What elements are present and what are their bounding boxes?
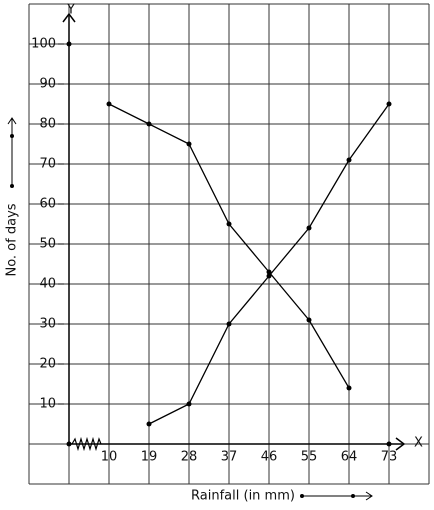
x-tick-label: 46	[261, 450, 278, 465]
y-tick-label: 60	[39, 197, 56, 212]
x-tick-label: 10	[101, 450, 118, 465]
data-point	[226, 221, 232, 227]
data-point	[346, 385, 352, 391]
data-point	[306, 225, 312, 231]
data-point	[146, 121, 152, 127]
origin-dot	[66, 441, 72, 447]
y-tick-label: 50	[39, 237, 56, 252]
y-tick-label: 70	[39, 157, 56, 172]
y-axis-arrow	[62, 12, 76, 23]
data-point	[266, 269, 272, 275]
data-point	[266, 273, 272, 279]
arrow-dot	[10, 134, 14, 138]
y-axis-title: No. of days	[5, 203, 20, 276]
x-tick-label: 64	[341, 450, 358, 465]
x-tick-label: 73	[381, 450, 398, 465]
axis-break	[71, 436, 102, 452]
y-tick-label: 10	[39, 397, 56, 412]
x-tick-label: 37	[221, 450, 238, 465]
x-axis-title: Rainfall (in mm)	[191, 489, 295, 504]
x-axis-arrow	[395, 437, 406, 451]
y-tick-label: 40	[39, 277, 56, 292]
y-tick-label: 90	[39, 77, 56, 92]
axis-dot	[66, 41, 72, 47]
arrow-dot	[10, 184, 14, 188]
y-tick-label: 20	[39, 357, 56, 372]
x-tick-label: 55	[301, 450, 318, 465]
data-point	[386, 101, 392, 107]
data-point	[146, 421, 152, 427]
y-axis-letter: Y	[66, 3, 75, 18]
data-point	[186, 141, 192, 147]
x-tick-label: 28	[181, 450, 198, 465]
data-point	[226, 321, 232, 327]
y-tick-label: 100	[31, 37, 56, 52]
y-tick-label: 80	[39, 117, 56, 132]
data-point	[186, 401, 192, 407]
y-tick-label: 30	[39, 317, 56, 332]
direction-arrow-head	[365, 491, 373, 501]
layout-grid	[28, 3, 430, 485]
direction-arrow-head	[7, 117, 17, 125]
arrow-dot	[351, 494, 355, 498]
arrow-dot	[300, 494, 304, 498]
x-tick-label: 19	[141, 450, 158, 465]
data-point	[346, 157, 352, 163]
data-point	[306, 317, 312, 323]
data-point	[106, 101, 112, 107]
axis-dot	[386, 441, 392, 447]
x-axis-letter: X	[414, 436, 423, 451]
